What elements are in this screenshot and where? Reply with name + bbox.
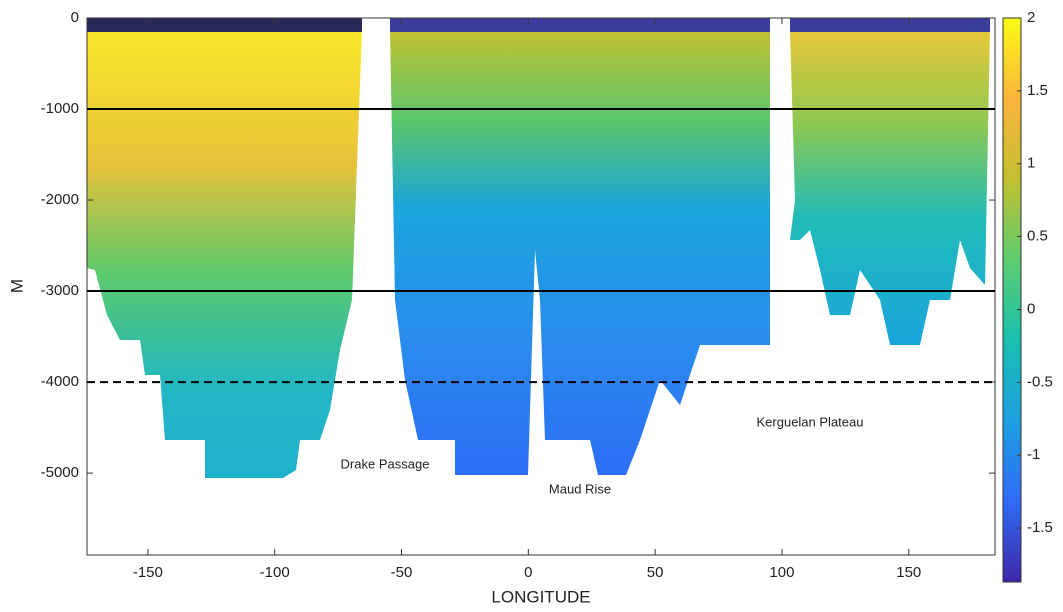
field bbox=[87, 18, 990, 478]
pacific-section bbox=[87, 30, 362, 478]
x-tick-label: -100 bbox=[260, 564, 290, 581]
surface-band bbox=[87, 18, 362, 32]
colorbar-tick-label: 2 bbox=[1027, 9, 1035, 26]
y-tick-label: -1000 bbox=[41, 100, 79, 117]
annotation: Maud Rise bbox=[549, 481, 611, 496]
atlantic-section bbox=[390, 30, 770, 475]
x-tick-label: -50 bbox=[391, 564, 413, 581]
y-tick-label: -4000 bbox=[41, 373, 79, 390]
surface-band bbox=[790, 18, 990, 32]
x-axis-label: LONGITUDE bbox=[491, 587, 590, 606]
x-tick-label: 100 bbox=[769, 564, 794, 581]
plot-frame bbox=[86, 17, 996, 556]
annotation: Drake Passage bbox=[341, 456, 430, 471]
y-tick-label: -5000 bbox=[41, 464, 79, 481]
y-tick-label: -3000 bbox=[41, 282, 79, 299]
colorbar-tick-label: -1.5 bbox=[1027, 519, 1053, 536]
colorbar-tick-label: -1 bbox=[1027, 446, 1040, 463]
surface-band bbox=[390, 18, 770, 32]
y-axis-label: M bbox=[7, 279, 26, 293]
colorbar-tick-label: 0.5 bbox=[1027, 228, 1048, 245]
annotation: Kerguelan Plateau bbox=[757, 414, 864, 429]
x-tick-label: -150 bbox=[133, 564, 163, 581]
colorbar-tick-label: 1.5 bbox=[1027, 82, 1048, 99]
y-tick-label: -2000 bbox=[41, 191, 79, 208]
x-tick-label: 0 bbox=[524, 564, 532, 581]
colorbar bbox=[1002, 17, 1022, 583]
colorbar-tick-label: -0.5 bbox=[1027, 373, 1053, 390]
x-tick-label: 150 bbox=[896, 564, 921, 581]
x-tick-label: 50 bbox=[647, 564, 664, 581]
indian-section bbox=[790, 30, 990, 345]
colorbar-tick-label: 1 bbox=[1027, 155, 1035, 172]
y-tick-label: 0 bbox=[71, 9, 79, 26]
colorbar-tick-label: 0 bbox=[1027, 300, 1035, 317]
